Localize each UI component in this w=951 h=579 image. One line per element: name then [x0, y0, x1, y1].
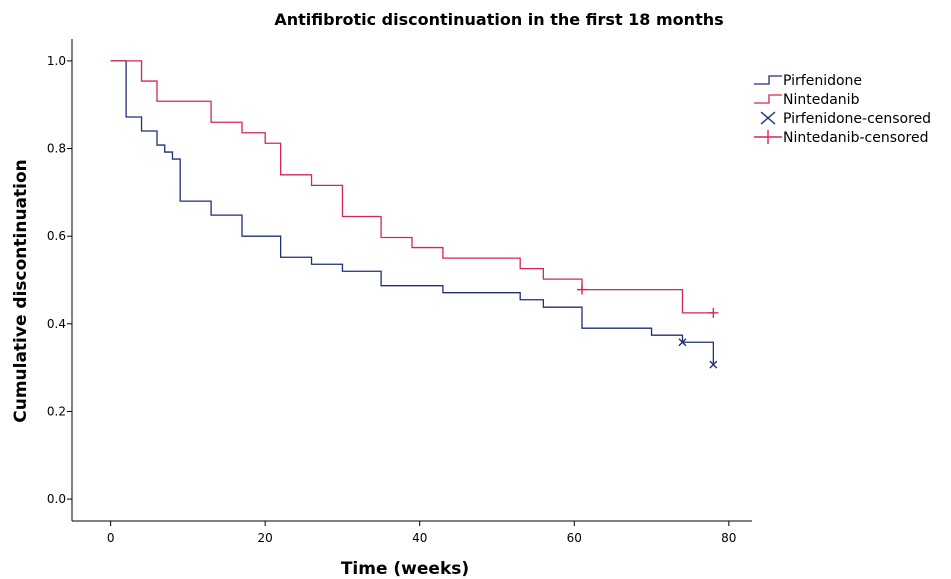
legend-step-swatch — [754, 75, 782, 85]
plot-series — [110, 60, 719, 369]
legend-step-swatch — [754, 94, 782, 104]
legend-label: Pirfenidone-censored — [783, 111, 931, 127]
series-line-pirfenidone — [110, 60, 715, 365]
x-axis-title: Time (weeks) — [341, 559, 469, 579]
legend-item: Pirfenidone — [754, 73, 862, 89]
legend-item: Pirfenidone-censored — [760, 111, 931, 127]
y-tick-label: 0.4 — [47, 317, 66, 331]
x-tick-label: 0 — [107, 531, 115, 545]
legend-label: Pirfenidone — [783, 73, 862, 89]
y-tick-label: 1.0 — [47, 54, 66, 68]
censored-marker-nintedanib — [708, 307, 719, 318]
series-line-nintedanib — [110, 60, 714, 314]
y-axis-title: Cumulative discontinuation — [11, 159, 31, 423]
series-nintedanib — [110, 60, 719, 318]
censored-marker-nintedanib — [577, 284, 587, 295]
x-tick-label: 40 — [412, 531, 427, 545]
legend-label: Nintedanib — [783, 92, 860, 108]
legend-item: Nintedanib — [754, 92, 860, 108]
legend-item: Nintedanib-censored — [754, 130, 929, 146]
chart-title: Antifibrotic discontinuation in the firs… — [274, 10, 723, 29]
x-tick-label: 60 — [567, 531, 582, 545]
censored-marker-pirfenidone — [678, 338, 687, 347]
y-tick-label: 0.2 — [47, 404, 66, 418]
censored-marker-pirfenidone — [709, 360, 718, 369]
axes: 0.0 0.2 0.4 0.6 0.8 1.0 0 20 40 60 80 — [47, 39, 752, 545]
y-tick-label: 0.6 — [47, 229, 66, 243]
y-tick-label: 0.0 — [47, 492, 66, 506]
y-tick-label: 0.8 — [47, 142, 66, 156]
legend-label: Nintedanib-censored — [783, 130, 929, 146]
series-pirfenidone — [110, 60, 718, 369]
x-tick-label: 20 — [258, 531, 273, 545]
legend: Pirfenidone Nintedanib Pirfenidone-censore… — [754, 73, 931, 146]
legend-x-marker — [760, 111, 776, 125]
x-tick-label: 80 — [721, 531, 736, 545]
